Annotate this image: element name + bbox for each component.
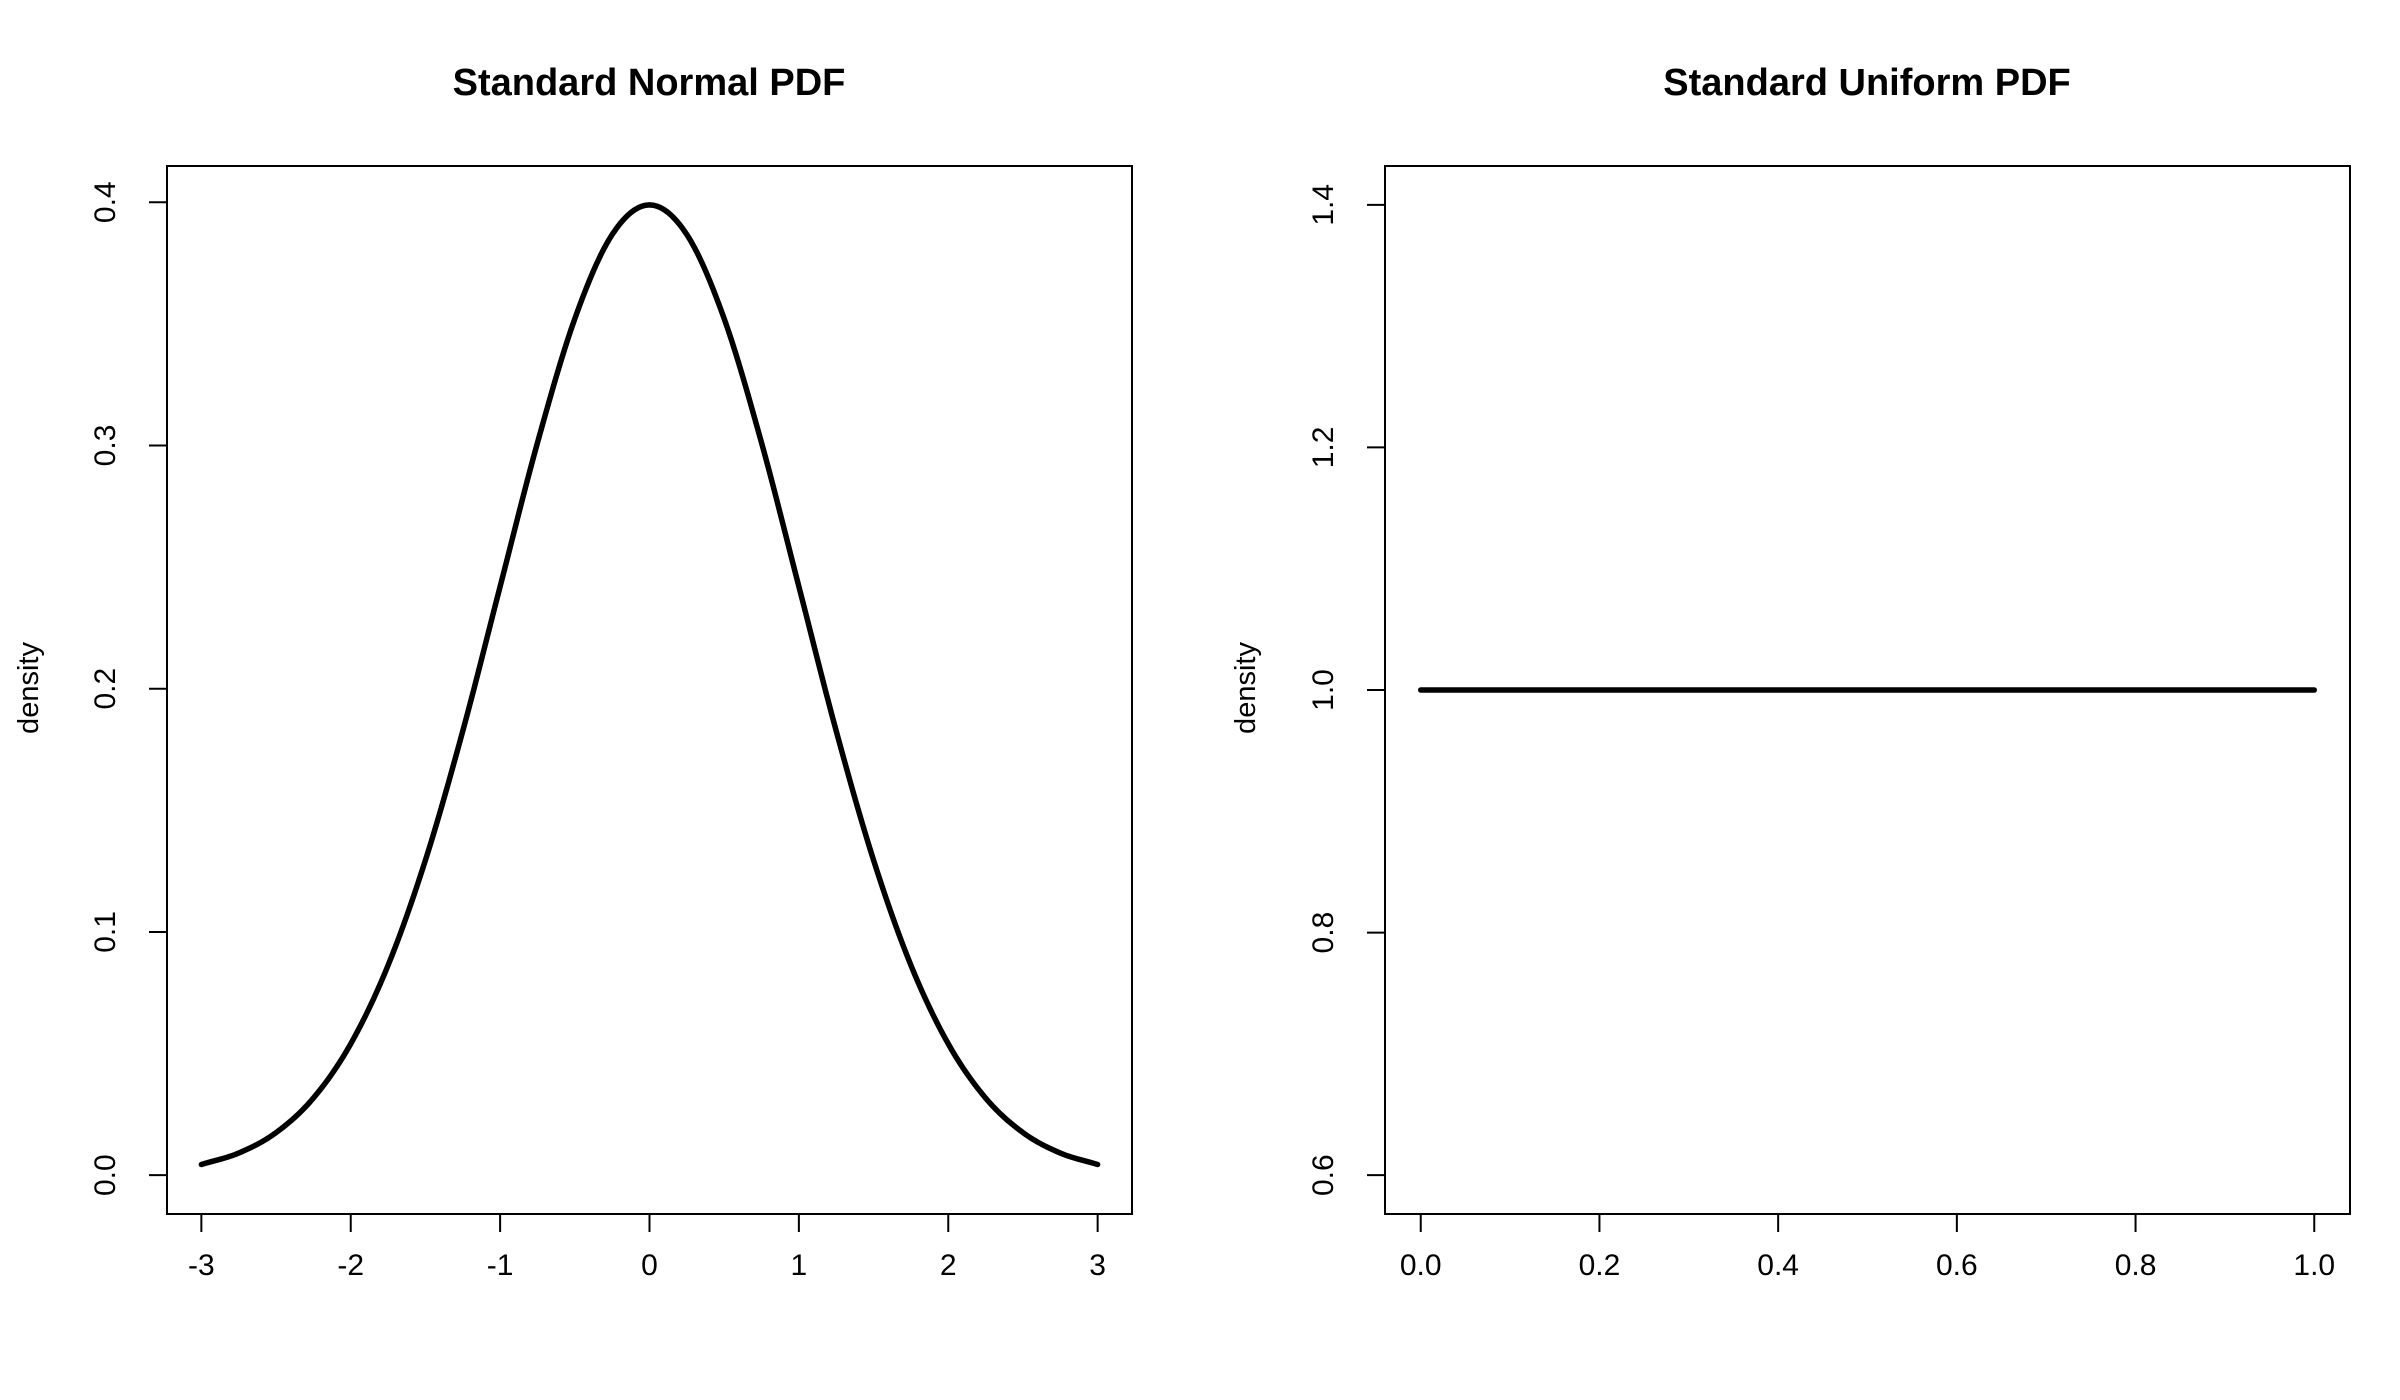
uniform-pdf-x-tick-label: 0.4 bbox=[1757, 1249, 1799, 1282]
uniform-pdf-x-tick-label: 0.0 bbox=[1400, 1249, 1442, 1282]
uniform-pdf-x-axis: 0.0 0.2 0.4 0.6 0.8 1.0 bbox=[1400, 1213, 2335, 1282]
uniform-pdf-y-tick-label: 1.0 bbox=[1307, 669, 1340, 711]
normal-pdf-x-axis: -3 -2 -1 0 1 2 3 bbox=[188, 1213, 1106, 1282]
normal-pdf-x-tick-label: 3 bbox=[1089, 1249, 1106, 1282]
uniform-pdf-x-tick-label: 1.0 bbox=[2293, 1249, 2335, 1282]
normal-pdf-x-tick-label: -1 bbox=[487, 1249, 514, 1282]
normal-pdf-x-tick-label: 1 bbox=[791, 1249, 808, 1282]
uniform-pdf-y-tick-label: 1.4 bbox=[1307, 184, 1340, 226]
normal-pdf-y-axis-label: density bbox=[13, 642, 45, 734]
uniform-pdf-panel: Standard Uniform PDF density 0.0 0.2 0.4 0.… bbox=[1230, 62, 2351, 1282]
normal-pdf-y-tick-label: 0.2 bbox=[89, 668, 122, 710]
uniform-pdf-y-tick-label: 1.2 bbox=[1307, 427, 1340, 469]
normal-pdf-title: Standard Normal PDF bbox=[453, 62, 846, 104]
normal-pdf-y-tick-label: 0.3 bbox=[89, 425, 122, 467]
uniform-pdf-x-tick-label: 0.2 bbox=[1579, 1249, 1621, 1282]
normal-pdf-series-line bbox=[198, 202, 1101, 1168]
normal-pdf-y-tick-label: 0.1 bbox=[89, 911, 122, 953]
uniform-pdf-y-axis: 0.6 0.8 1.0 1.2 1.4 bbox=[1307, 184, 1386, 1196]
uniform-pdf-y-tick-label: 0.8 bbox=[1307, 912, 1340, 954]
normal-pdf-y-axis: 0.0 0.1 0.2 0.3 0.4 bbox=[89, 181, 168, 1196]
normal-pdf-x-tick-label: 2 bbox=[940, 1249, 957, 1282]
uniform-pdf-title: Standard Uniform PDF bbox=[1663, 62, 2070, 104]
normal-pdf-series bbox=[198, 202, 1101, 1168]
normal-pdf-panel: Standard Normal PDF density -3 -2 -1 0 1 2 3 0… bbox=[13, 62, 1133, 1282]
uniform-pdf-y-tick-label: 0.6 bbox=[1307, 1154, 1340, 1196]
normal-pdf-x-tick-label: 0 bbox=[641, 1249, 658, 1282]
normal-pdf-x-tick-label: -3 bbox=[188, 1249, 215, 1282]
uniform-pdf-y-axis-label: density bbox=[1230, 642, 1262, 734]
uniform-pdf-x-tick-label: 0.6 bbox=[1936, 1249, 1978, 1282]
normal-pdf-y-tick-label: 0.4 bbox=[89, 181, 122, 223]
uniform-pdf-x-tick-label: 0.8 bbox=[2115, 1249, 2157, 1282]
normal-pdf-y-tick-label: 0.0 bbox=[89, 1154, 122, 1196]
normal-pdf-x-tick-label: -2 bbox=[337, 1249, 364, 1282]
